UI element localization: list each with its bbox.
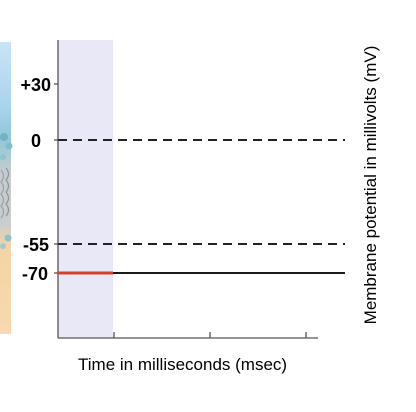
y-axis-title: Membrane potential in millivolts (mV) [361, 46, 380, 325]
x-axis-title: Time in milliseconds (msec) [78, 355, 287, 374]
y-tick-label-0: 0 [31, 131, 41, 151]
x-axis-ticks [113, 332, 307, 338]
y-tick-label-minus55: -55 [23, 235, 49, 255]
y-tick-label-minus70: -70 [22, 264, 48, 284]
y-axis-ticks [54, 83, 58, 274]
y-tick-label-plus30: +30 [20, 75, 51, 95]
membrane-strip-image [0, 42, 13, 334]
stimulus-highlight-band [58, 40, 113, 338]
